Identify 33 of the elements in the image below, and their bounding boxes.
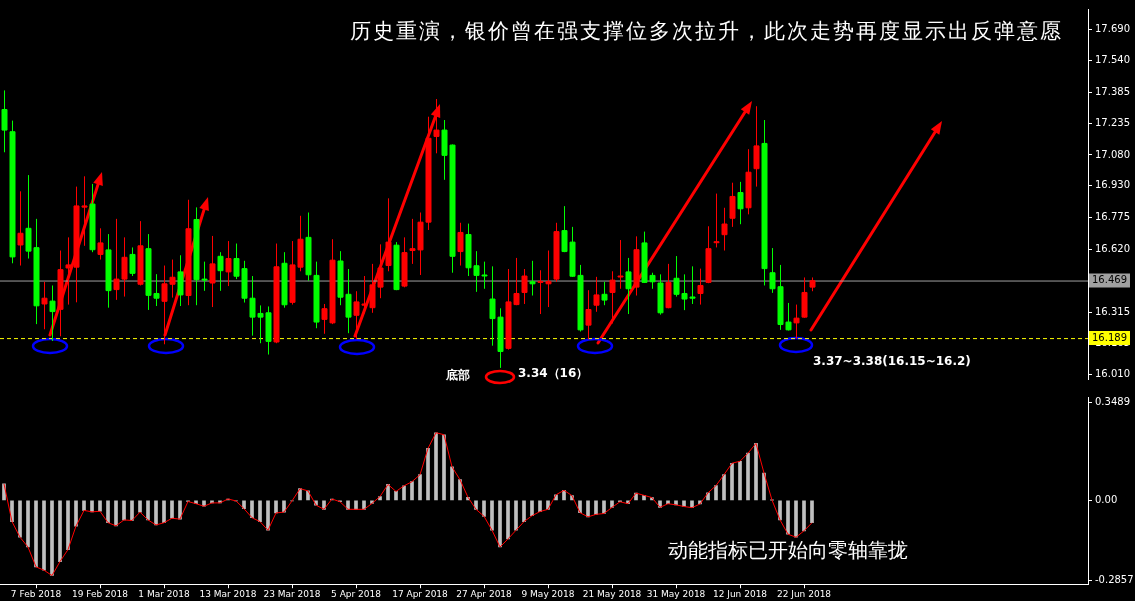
y-tick-label: 16.010: [1095, 368, 1130, 380]
y-tick-label: 0.00: [1095, 493, 1118, 505]
y-tick-label: 16.315: [1095, 305, 1130, 317]
x-tick-label: 31 May 2018: [646, 588, 706, 599]
x-tick-label: 7 Feb 2018: [10, 588, 62, 599]
x-tick-label: 17 Apr 2018: [392, 588, 449, 599]
text: 历史重演，银价曾在强支撑位多次拉升，此次走势再度显示出反弹意愿: [350, 18, 1063, 45]
y-tick-label: 17.690: [1095, 23, 1130, 35]
annotation: 3.34（16）: [518, 366, 589, 381]
ref-line-label: 16.189: [1092, 331, 1127, 343]
ref-line-label: 16.469: [1092, 274, 1127, 286]
x-tick-label: 23 Mar 2018: [263, 588, 321, 599]
x-tick-label: 21 May 2018: [582, 588, 642, 599]
x-tick-label: 12 Jun 2018: [712, 588, 768, 599]
x-tick-label: 13 Mar 2018: [199, 588, 257, 599]
y-tick-label: 17.540: [1095, 53, 1130, 65]
x-tick-label: 19 Feb 2018: [71, 588, 129, 599]
annotation: 底部: [445, 368, 470, 383]
y-tick-label: 17.385: [1095, 85, 1130, 97]
y-tick-label: 17.235: [1095, 116, 1130, 128]
annotation: 3.37~3.38(16.15~16.2): [813, 354, 971, 369]
y-tick-label: 16.620: [1095, 243, 1130, 255]
x-tick-label: 22 Jun 2018: [776, 588, 832, 599]
x-tick-label: 27 Apr 2018: [456, 588, 513, 599]
x-tick-label: 5 Apr 2018: [331, 588, 382, 599]
y-tick-label: 16.930: [1095, 179, 1130, 191]
y-tick-label: -0.2857: [1095, 573, 1134, 585]
y-tick-label: 16.775: [1095, 211, 1130, 223]
y-tick-label: 17.080: [1095, 148, 1130, 160]
x-tick-label: 1 Mar 2018: [138, 588, 190, 599]
x-tick-label: 9 May 2018: [521, 588, 575, 599]
y-tick-label: 0.3489: [1095, 396, 1130, 408]
annotation: 动能指标已开始向零轴靠拢: [668, 538, 908, 563]
